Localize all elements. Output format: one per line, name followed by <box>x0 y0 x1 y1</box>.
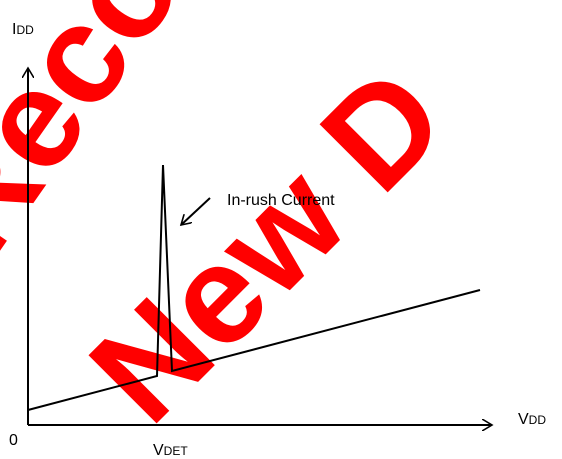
threshold-label: VDET <box>153 442 188 459</box>
annotation: In-rush Current <box>227 192 335 209</box>
annotation-arrow <box>181 197 211 225</box>
x-axis-label: VDD <box>518 411 546 428</box>
origin-label: 0 <box>9 432 18 449</box>
y-axis-label: IDD <box>12 21 34 38</box>
current-curve <box>27 164 481 411</box>
